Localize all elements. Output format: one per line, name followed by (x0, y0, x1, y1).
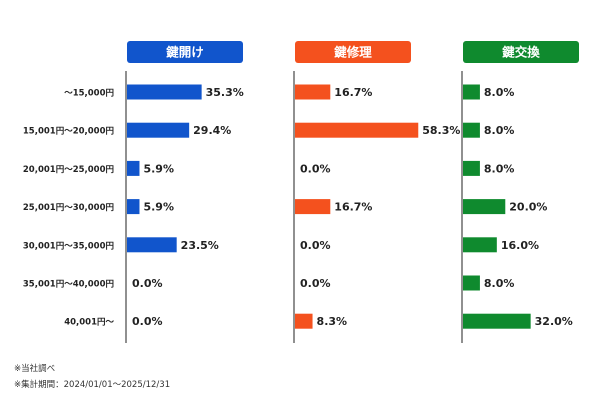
bar (463, 313, 531, 329)
bar (463, 275, 480, 291)
data-label: 0.0% (300, 277, 331, 290)
category-label: 30,001円〜35,000円 (23, 241, 114, 251)
series-header-label: 鍵開け (166, 45, 204, 60)
bar (463, 122, 480, 138)
category-label: 〜15,000円 (64, 89, 114, 99)
footnote-source: ※当社調べ (14, 364, 56, 374)
data-label: 16.0% (501, 239, 539, 252)
data-label: 0.0% (132, 315, 163, 328)
series-header-2 (295, 41, 411, 63)
series-header-1 (127, 41, 243, 63)
bar (127, 160, 140, 176)
data-label: 16.7% (334, 86, 372, 99)
bar (295, 84, 331, 100)
data-label: 0.0% (132, 277, 163, 290)
data-label: 5.9% (143, 162, 174, 175)
data-label: 20.0% (509, 201, 547, 214)
data-label: 8.0% (484, 277, 515, 290)
category-label: 20,001円〜25,000円 (23, 165, 114, 175)
data-label: 0.0% (300, 162, 331, 175)
data-label: 5.9% (143, 201, 174, 214)
bar (127, 122, 190, 138)
data-label: 23.5% (181, 239, 219, 252)
bar (127, 237, 177, 253)
bar (295, 313, 313, 329)
bar (295, 199, 331, 215)
bar (463, 199, 506, 215)
data-label: 8.0% (484, 162, 515, 175)
data-label: 8.0% (484, 124, 515, 137)
data-label: 16.7% (334, 201, 372, 214)
footnote-period: ※集計期間：2024/01/01〜2025/12/31 (14, 380, 171, 390)
data-label: 8.0% (484, 86, 515, 99)
bar (127, 84, 202, 100)
series-header-label: 鍵交換 (502, 45, 540, 60)
category-label: 15,001円〜20,000円 (23, 127, 114, 137)
data-label: 35.3% (206, 86, 244, 99)
bar (463, 84, 480, 100)
series-header-label: 鍵修理 (334, 45, 372, 60)
data-label: 8.3% (317, 315, 348, 328)
series-header-3 (463, 41, 579, 63)
data-label: 29.4% (193, 124, 231, 137)
data-label: 58.3% (422, 124, 460, 137)
bar (463, 160, 480, 176)
bar (463, 237, 497, 253)
data-label: 0.0% (300, 239, 331, 252)
bar (295, 122, 419, 138)
bar (127, 199, 140, 215)
category-label: 40,001円〜 (64, 318, 114, 328)
category-label: 35,001円〜40,000円 (23, 280, 114, 290)
category-label: 25,001円〜30,000円 (23, 203, 114, 213)
data-label: 32.0% (535, 315, 573, 328)
